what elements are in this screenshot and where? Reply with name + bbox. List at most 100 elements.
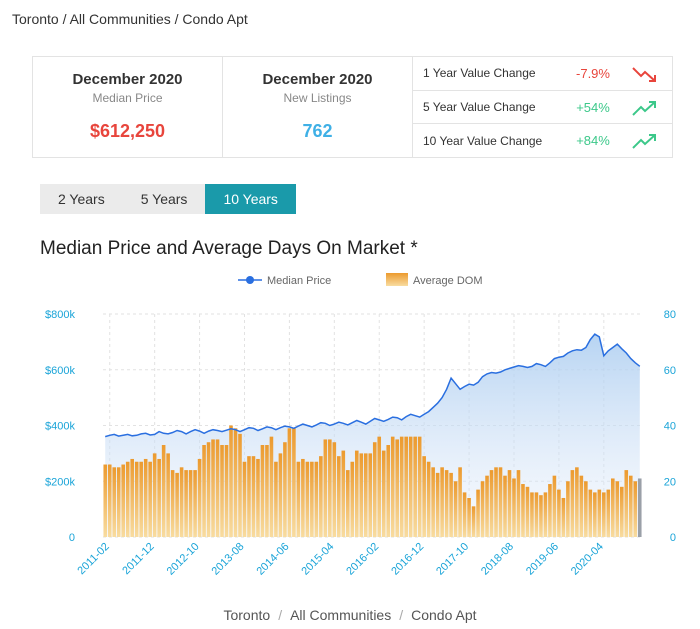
average-dom-bar bbox=[575, 467, 579, 537]
average-dom-bar bbox=[197, 458, 202, 537]
average-dom-bar bbox=[139, 461, 143, 537]
tab-10-years[interactable]: 10 Years bbox=[205, 184, 296, 214]
footer-breadcrumb: Toronto / All Communities / Condo Apt bbox=[223, 607, 477, 623]
y-right-tick: 60 bbox=[664, 365, 676, 377]
average-dom-bar bbox=[125, 461, 130, 537]
value-change-row: 10 Year Value Change +84% bbox=[413, 124, 672, 157]
average-dom-bar bbox=[278, 453, 283, 537]
average-dom-bar bbox=[619, 486, 624, 537]
average-dom-bar bbox=[624, 470, 629, 537]
average-dom-bar bbox=[265, 445, 269, 537]
x-tick-label: 2013-08 bbox=[210, 541, 247, 578]
tab-5-years[interactable]: 5 Years bbox=[140, 191, 188, 207]
new-listings-value: 762 bbox=[302, 121, 333, 141]
value-change-list: 1 Year Value Change -7.9% 5 Year Value C… bbox=[413, 57, 672, 157]
value-change-label: 10 Year Value Change bbox=[423, 133, 543, 148]
average-dom-bar bbox=[539, 495, 543, 537]
average-dom-bar bbox=[152, 453, 157, 537]
legend-bar-swatch bbox=[386, 273, 408, 286]
y-right-tick: 80 bbox=[664, 309, 676, 321]
average-dom-bar bbox=[116, 467, 121, 537]
average-dom-bar bbox=[175, 472, 179, 537]
average-dom-bar bbox=[440, 467, 444, 537]
trend-up-icon bbox=[632, 134, 656, 150]
average-dom-bar bbox=[251, 456, 256, 537]
average-dom-bar bbox=[453, 481, 458, 537]
average-dom-bar bbox=[184, 470, 188, 537]
average-dom-bar bbox=[516, 470, 521, 537]
average-dom-bar bbox=[202, 445, 206, 537]
average-dom-bar bbox=[220, 445, 224, 537]
average-dom-bar bbox=[395, 439, 399, 537]
average-dom-bar bbox=[206, 442, 211, 537]
x-tick-label: 2015-04 bbox=[299, 541, 336, 578]
x-tick-label: 2011-02 bbox=[75, 541, 111, 577]
average-dom-bar bbox=[332, 442, 337, 537]
average-dom-bar bbox=[498, 467, 503, 537]
value-change-value: -7.9% bbox=[576, 65, 610, 81]
x-tick-label: 2016-02 bbox=[344, 541, 381, 578]
average-dom-bar bbox=[229, 425, 233, 537]
average-dom-bar bbox=[543, 492, 548, 537]
average-dom-bar bbox=[287, 428, 292, 537]
average-dom-bar bbox=[422, 456, 426, 537]
footer-type[interactable]: Condo Apt bbox=[411, 607, 477, 623]
average-dom-bar bbox=[579, 475, 584, 537]
average-dom-bar bbox=[494, 467, 498, 537]
x-tick-label: 2016-12 bbox=[389, 541, 426, 578]
average-dom-bar bbox=[319, 456, 323, 537]
average-dom-bar bbox=[354, 450, 359, 537]
median-price-line bbox=[104, 333, 641, 438]
average-dom-bar bbox=[413, 436, 417, 537]
average-dom-bar bbox=[584, 481, 588, 537]
average-dom-bar bbox=[390, 436, 395, 537]
range-tabs: 2 Years 5 Years 10 Years bbox=[40, 184, 296, 214]
average-dom-bar bbox=[193, 470, 197, 537]
average-dom-bar bbox=[458, 467, 462, 537]
average-dom-bar bbox=[512, 478, 516, 537]
x-tick-label: 2017-10 bbox=[434, 541, 471, 578]
value-change-row: 1 Year Value Change -7.9% bbox=[413, 57, 672, 91]
y-left-tick: $400k bbox=[45, 421, 75, 433]
average-dom-bar bbox=[233, 428, 238, 537]
average-dom-bar bbox=[628, 475, 633, 537]
average-dom-bar bbox=[296, 461, 301, 537]
average-dom-bar bbox=[372, 442, 377, 537]
y-left-tick: 0 bbox=[69, 532, 75, 544]
average-dom-bar bbox=[211, 439, 215, 537]
trend-up-icon bbox=[632, 100, 656, 116]
average-dom-bar bbox=[121, 464, 126, 537]
y-left-tick: $800k bbox=[45, 309, 75, 321]
x-tick-label: 2018-08 bbox=[479, 541, 516, 578]
average-dom-bar bbox=[341, 450, 346, 537]
average-dom-bar bbox=[570, 470, 575, 537]
average-dom-bar bbox=[404, 436, 408, 537]
value-change-value: +84% bbox=[576, 133, 610, 149]
average-dom-bar bbox=[188, 470, 193, 537]
average-dom-bar bbox=[557, 489, 561, 537]
median-price-period: December 2020 bbox=[72, 71, 183, 88]
average-dom-bar bbox=[328, 439, 332, 537]
median-price-card: December 2020 Median Price $612,250 bbox=[33, 57, 223, 157]
average-dom-bar bbox=[606, 489, 611, 537]
average-dom-bar bbox=[588, 489, 593, 537]
stats-panel: December 2020 Median Price $612,250 Dece… bbox=[32, 56, 673, 158]
footer-community[interactable]: All Communities bbox=[290, 607, 392, 623]
average-dom-bar bbox=[166, 453, 170, 537]
average-dom-bar bbox=[323, 439, 328, 537]
average-dom-bar bbox=[633, 481, 638, 537]
average-dom-bar bbox=[269, 436, 274, 537]
average-dom-bar bbox=[467, 497, 471, 537]
chart-title: Median Price and Average Days On Market … bbox=[40, 238, 418, 259]
average-dom-bar bbox=[417, 436, 422, 537]
legend-line-marker bbox=[246, 276, 254, 284]
average-dom-bar bbox=[593, 492, 597, 537]
average-dom-bar bbox=[350, 461, 355, 537]
average-dom-bar bbox=[368, 453, 373, 537]
footer-city[interactable]: Toronto bbox=[223, 607, 271, 623]
trend-down-icon bbox=[632, 67, 656, 82]
tab-2-years[interactable]: 2 Years bbox=[58, 191, 105, 207]
median-price-label: Median Price bbox=[92, 91, 163, 105]
x-tick-label: 2020-04 bbox=[569, 541, 606, 578]
average-dom-bar bbox=[431, 467, 435, 537]
